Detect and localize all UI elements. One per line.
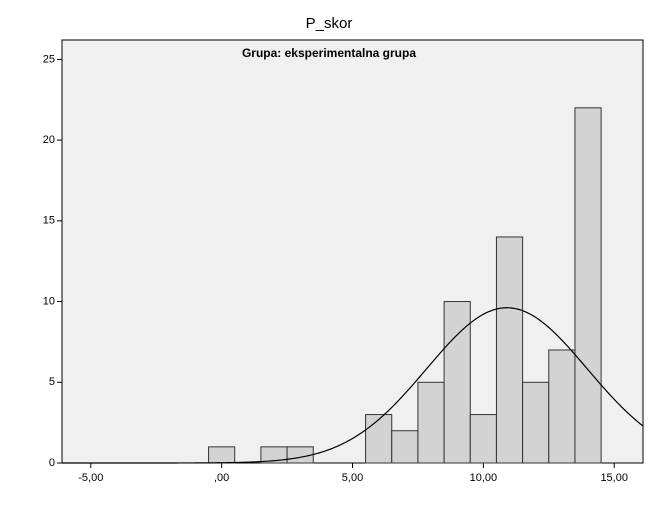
normal-curve [62,307,644,464]
y-tick-label: 25 [43,53,55,65]
bar [417,381,445,464]
bar [574,107,602,464]
chart-title: P_skor [306,15,353,32]
bar [522,381,550,464]
x-tick-label: ,00 [214,472,229,484]
chart-subtitle: Grupa: eksperimentalna grupa [242,46,416,60]
x-tick-label: 5,00 [342,472,363,484]
bar [495,236,524,464]
bar [443,301,471,464]
bar [391,430,419,464]
bar [208,446,236,464]
x-tick-label: 15,00 [600,472,628,484]
y-tick-label: 20 [43,134,55,146]
bar [548,349,576,464]
y-tick-label: 10 [43,295,55,307]
y-tick-label: 5 [49,376,55,388]
x-tick-label: 10,00 [470,472,498,484]
bar [469,414,497,464]
y-tick-label: 15 [43,215,55,227]
x-tick-label: -5,00 [78,472,103,484]
y-tick-label: 0 [49,457,55,469]
bar [365,414,393,464]
